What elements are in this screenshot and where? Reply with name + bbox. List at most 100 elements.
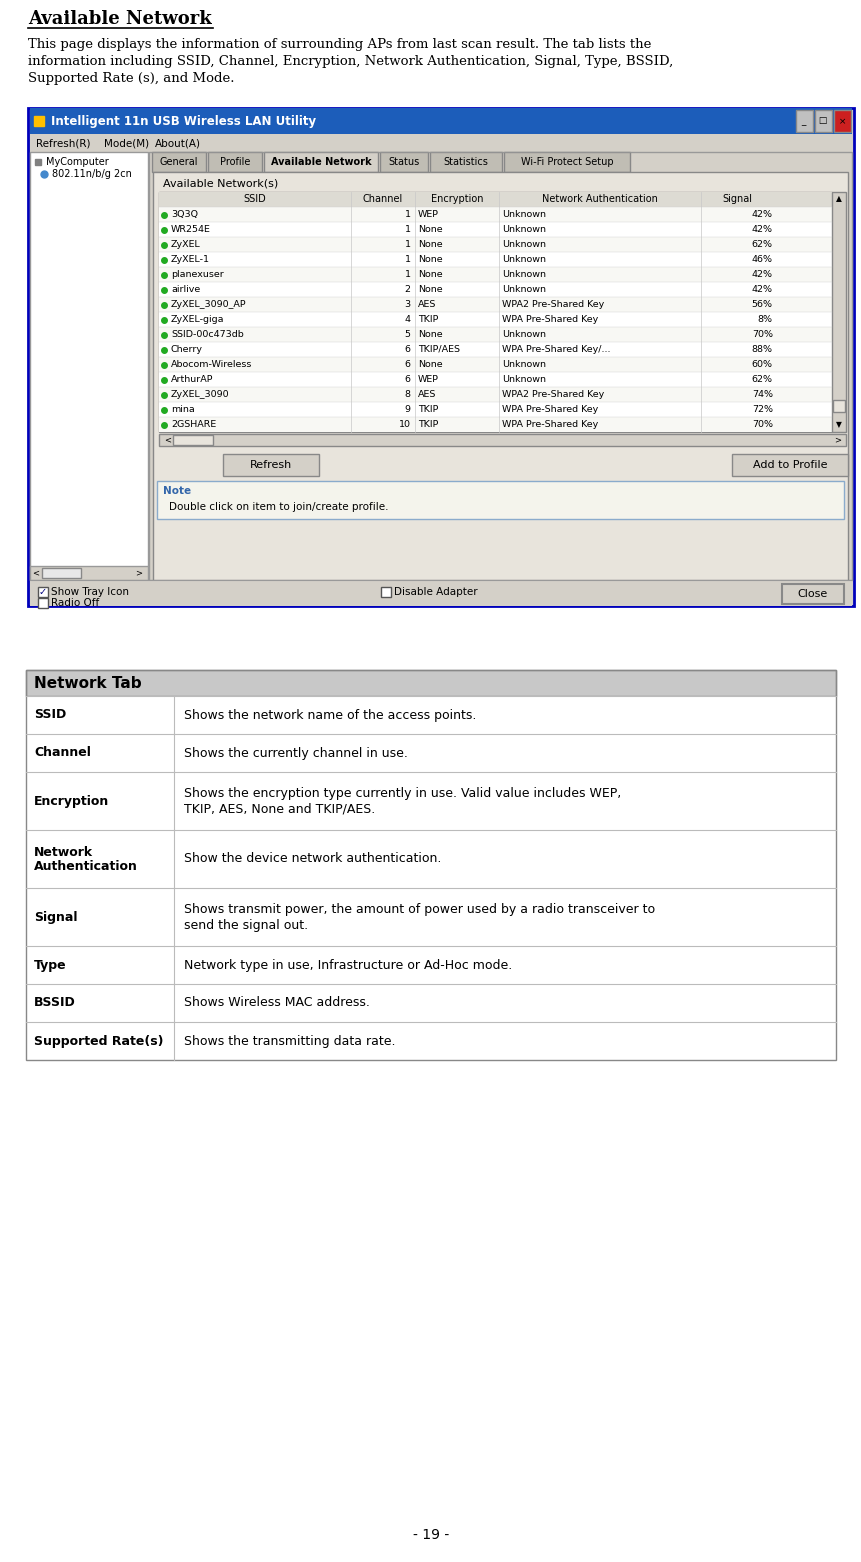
Text: 3: 3 (404, 300, 410, 309)
Text: 72%: 72% (751, 405, 772, 414)
Bar (26, 670, 835, 697)
Bar (831, 192, 845, 433)
Text: 46%: 46% (751, 255, 772, 264)
Text: Refresh(R): Refresh(R) (36, 137, 90, 148)
Bar (158, 192, 831, 433)
Text: 70%: 70% (751, 330, 772, 339)
Text: None: None (418, 241, 442, 248)
Text: Unknown: Unknown (501, 225, 545, 234)
Bar (158, 434, 845, 447)
Text: 6: 6 (405, 359, 410, 369)
Text: Encryption: Encryption (34, 795, 109, 808)
Bar (30, 134, 851, 152)
Text: Channel: Channel (362, 195, 402, 205)
Text: WPA2 Pre-Shared Key: WPA2 Pre-Shared Key (501, 390, 604, 398)
Text: 2: 2 (405, 284, 410, 294)
Text: Signal: Signal (722, 195, 752, 205)
Bar (158, 387, 831, 401)
Text: <: < (164, 436, 170, 445)
Bar (173, 434, 213, 445)
Text: 9: 9 (405, 405, 410, 414)
Text: 60%: 60% (751, 359, 772, 369)
Bar (26, 734, 835, 772)
Bar (26, 1022, 835, 1061)
Bar (158, 283, 831, 297)
Bar (157, 481, 843, 519)
Bar (26, 772, 835, 829)
Bar (158, 297, 831, 312)
Text: 62%: 62% (751, 375, 772, 384)
Text: Available Network: Available Network (270, 158, 371, 167)
Text: None: None (418, 225, 442, 234)
Bar (158, 237, 831, 251)
Bar (158, 342, 831, 358)
Bar (30, 108, 851, 134)
Text: 1: 1 (405, 241, 410, 248)
Text: Statistics: Statistics (443, 158, 488, 167)
Bar (158, 267, 831, 283)
Text: Unknown: Unknown (501, 330, 545, 339)
Text: 1: 1 (405, 225, 410, 234)
Text: BSSID: BSSID (34, 997, 76, 1009)
Bar (380, 152, 428, 172)
Bar (158, 222, 831, 237)
Text: WPA Pre-Shared Key/...: WPA Pre-Shared Key/... (501, 345, 610, 355)
Bar (158, 312, 831, 326)
Text: WPA2 Pre-Shared Key: WPA2 Pre-Shared Key (501, 300, 604, 309)
Text: Shows transmit power, the amount of power used by a radio transceiver to: Shows transmit power, the amount of powe… (183, 903, 654, 917)
Text: Status: Status (388, 158, 419, 167)
Bar (430, 152, 501, 172)
Text: TKIP, AES, None and TKIP/AES.: TKIP, AES, None and TKIP/AES. (183, 803, 375, 815)
Text: Unknown: Unknown (501, 255, 545, 264)
Bar (814, 109, 831, 133)
Text: TKIP: TKIP (418, 420, 437, 430)
Text: Cherry: Cherry (170, 345, 202, 355)
Text: _: _ (798, 117, 808, 125)
Text: About(A): About(A) (154, 137, 201, 148)
Text: AES: AES (418, 390, 436, 398)
Bar (38, 587, 48, 597)
Bar (30, 565, 148, 580)
Text: 10: 10 (399, 420, 410, 430)
Text: 1: 1 (405, 270, 410, 280)
Text: Encryption: Encryption (430, 195, 482, 205)
Text: None: None (418, 270, 442, 280)
Text: Disable Adapter: Disable Adapter (393, 587, 477, 597)
Text: Unknown: Unknown (501, 270, 545, 280)
Bar (158, 326, 831, 342)
Text: None: None (418, 359, 442, 369)
Bar (223, 455, 319, 476)
Text: ArthurAP: ArthurAP (170, 375, 214, 384)
Text: 42%: 42% (751, 284, 772, 294)
Bar (26, 889, 835, 947)
Text: Show Tray Icon: Show Tray Icon (51, 587, 129, 597)
Text: Unknown: Unknown (501, 359, 545, 369)
Text: AES: AES (418, 300, 436, 309)
Text: Abocom-Wireless: Abocom-Wireless (170, 359, 252, 369)
Bar (26, 947, 835, 984)
Text: Add to Profile: Add to Profile (752, 459, 827, 470)
Text: WPA Pre-Shared Key: WPA Pre-Shared Key (501, 316, 598, 323)
Text: 70%: 70% (751, 420, 772, 430)
Text: Intelligent 11n USB Wireless LAN Utility: Intelligent 11n USB Wireless LAN Utility (51, 114, 316, 128)
Text: TKIP/AES: TKIP/AES (418, 345, 459, 355)
Text: 4: 4 (405, 316, 410, 323)
Text: 42%: 42% (751, 270, 772, 280)
Text: ▼: ▼ (835, 420, 841, 430)
Text: >: > (135, 569, 142, 578)
Text: ZyXEL_3090: ZyXEL_3090 (170, 390, 229, 398)
Text: Unknown: Unknown (501, 241, 545, 248)
Text: airlive: airlive (170, 284, 200, 294)
Text: Unknown: Unknown (501, 375, 545, 384)
Text: WEP: WEP (418, 209, 438, 219)
Text: Supported Rate (s), and Mode.: Supported Rate (s), and Mode. (28, 72, 234, 84)
Text: WPA Pre-Shared Key: WPA Pre-Shared Key (501, 420, 598, 430)
Bar (158, 208, 831, 222)
Text: ▲: ▲ (835, 195, 841, 203)
Text: Authentication: Authentication (34, 859, 138, 873)
Bar (26, 670, 835, 1061)
Bar (26, 829, 835, 889)
Text: SSID: SSID (244, 195, 266, 205)
Bar (42, 569, 81, 578)
Text: 5: 5 (405, 330, 410, 339)
